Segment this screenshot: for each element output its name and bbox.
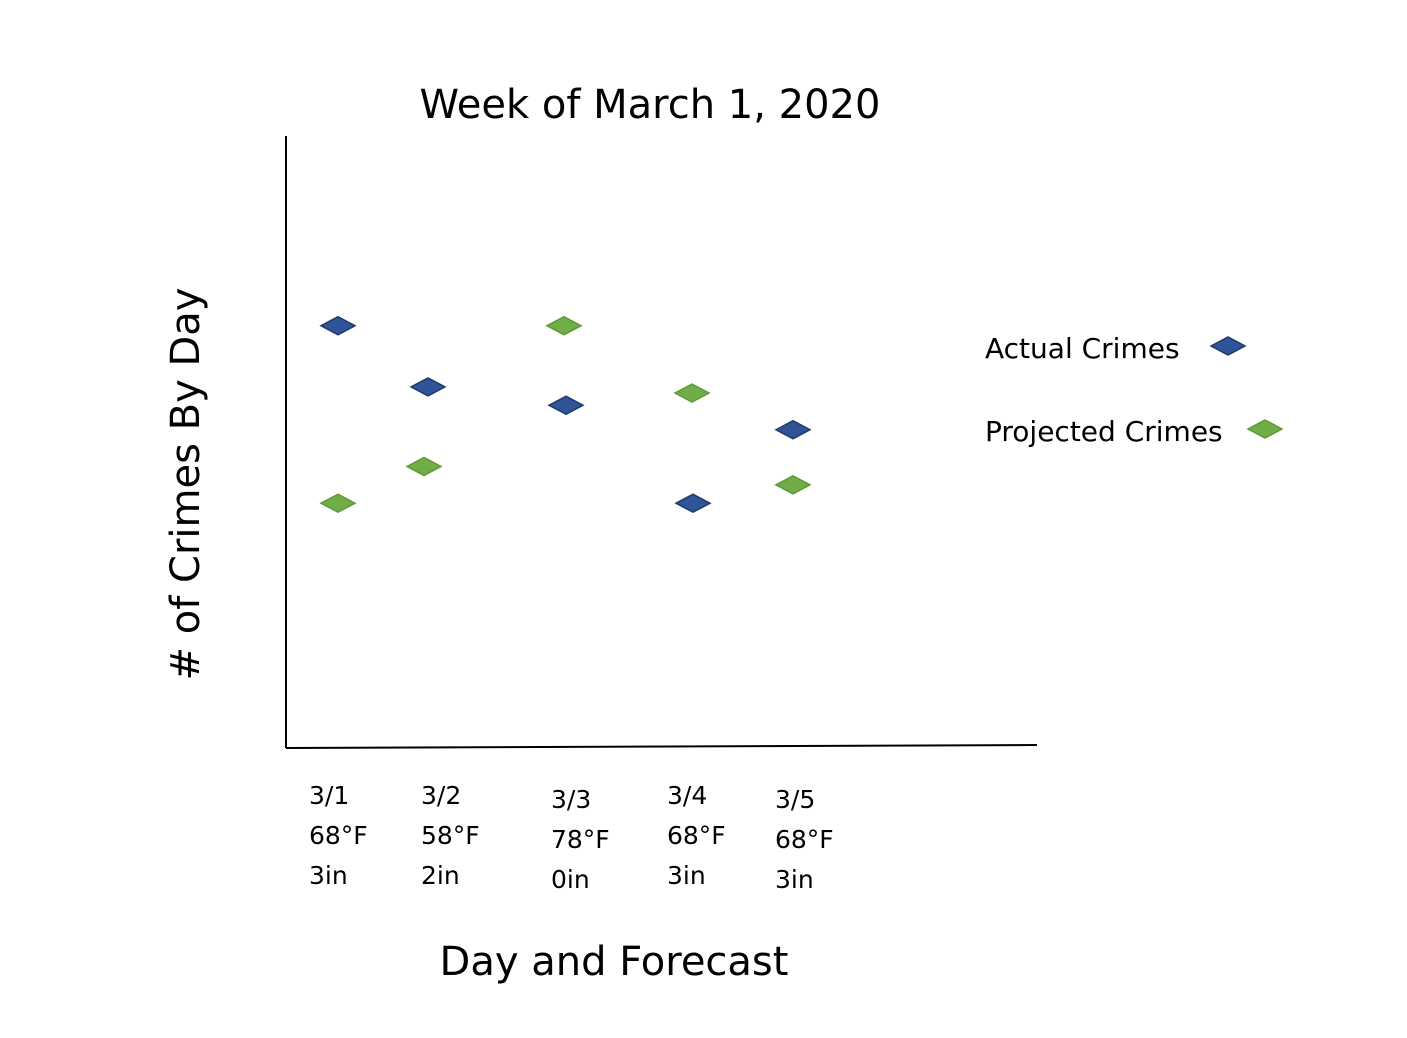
x-tick-labels: 3/1 68°F 3in 3/2 58°F 2in 3/3 78°F 0in 3/4 68°F 3in… — [309, 781, 834, 894]
x-tick-day-3-5: 3/5 — [775, 785, 815, 814]
x-tick-temp-3-3: 78°F — [551, 825, 610, 854]
projected-point-3-5 — [774, 474, 812, 495]
data-points — [319, 315, 812, 514]
actual-point-3-3 — [547, 395, 585, 416]
projected-point-3-3 — [545, 315, 583, 336]
x-tick-precip-3-3: 0in — [551, 865, 590, 894]
x-tick-day-3-2: 3/2 — [421, 781, 461, 810]
actual-point-3-5 — [774, 419, 812, 440]
projected-point-3-4 — [673, 383, 711, 403]
x-tick-precip-3-1: 3in — [309, 861, 348, 890]
x-tick-temp-3-1: 68°F — [309, 821, 368, 850]
actual-point-3-4 — [674, 493, 712, 514]
legend-label-actual: Actual Crimes — [985, 332, 1180, 365]
x-axis-line — [285, 744, 1038, 749]
chart-title: Week of March 1, 2020 — [420, 82, 881, 128]
projected-point-3-2 — [405, 456, 443, 477]
legend: Actual Crimes Projected Crimes — [985, 332, 1284, 448]
x-tick-day-3-4: 3/4 — [667, 781, 707, 810]
x-tick-precip-3-4: 3in — [667, 861, 706, 890]
x-tick-precip-3-5: 3in — [775, 865, 814, 894]
projected-point-3-1 — [319, 493, 357, 514]
x-tick-precip-3-2: 2in — [421, 861, 460, 890]
x-tick-day-3-1: 3/1 — [309, 781, 349, 810]
actual-point-3-2 — [409, 377, 447, 397]
legend-marker-actual — [1209, 336, 1247, 356]
legend-marker-projected — [1246, 419, 1284, 439]
x-axis-title: Day and Forecast — [440, 939, 789, 985]
actual-point-3-1 — [319, 315, 357, 336]
legend-label-projected: Projected Crimes — [985, 415, 1223, 448]
x-tick-day-3-3: 3/3 — [551, 785, 591, 814]
x-tick-temp-3-2: 58°F — [421, 821, 480, 850]
x-tick-temp-3-5: 68°F — [775, 825, 834, 854]
y-axis-title: # of Crimes By Day — [163, 288, 209, 681]
x-tick-temp-3-4: 68°F — [667, 821, 726, 850]
